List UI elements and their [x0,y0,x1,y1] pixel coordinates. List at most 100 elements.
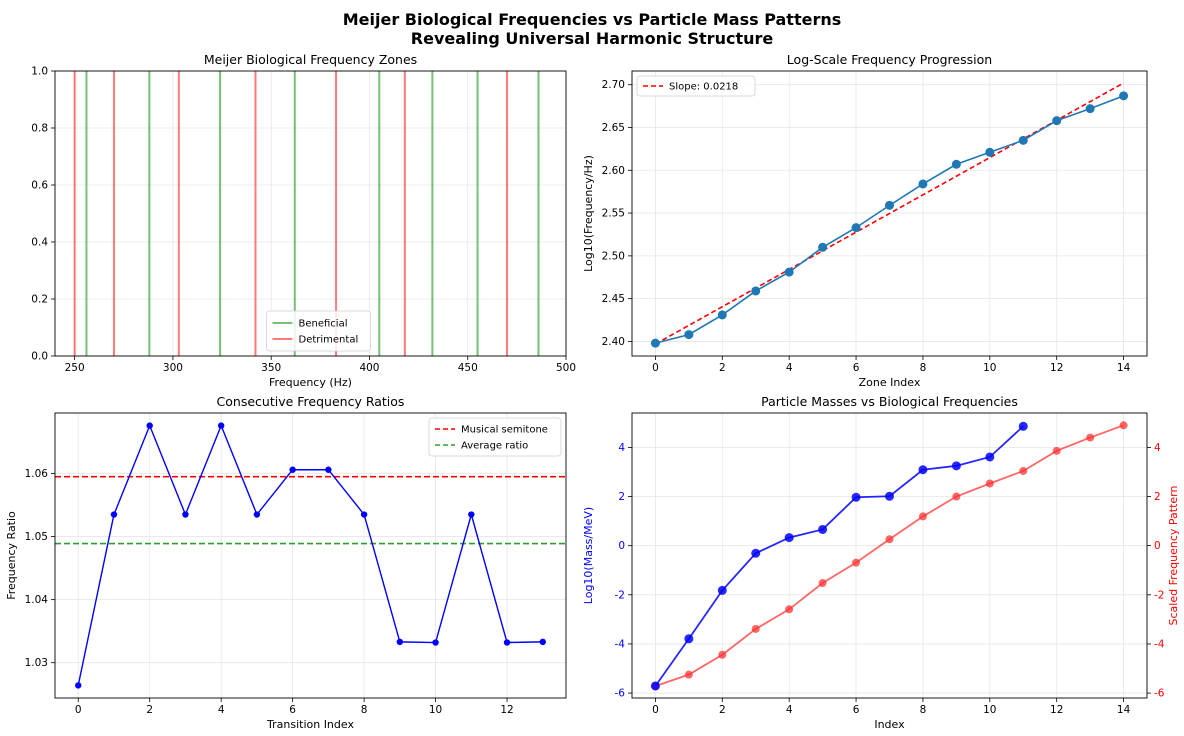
data-point [650,338,660,348]
data-point [851,223,861,233]
data-point-right [985,479,994,488]
data-point-right [952,492,961,501]
x-tick-label: 10 [983,704,996,716]
subplot-2: Log-Scale Frequency Progression 0 2 4 6 8 10 12… [582,52,1148,389]
figure-title-line-2: Revealing Universal Harmonic Structure [410,29,774,48]
y-right-tick-label: -2 [1154,589,1164,601]
data-point-right [1019,466,1028,475]
data-point-left [851,492,861,502]
data-point [468,511,475,518]
data-point-left [951,461,961,471]
y-tick-label: -2 [615,589,625,601]
y-tick-label: 0 [618,540,625,552]
data-point [217,422,225,429]
data-point [360,511,368,518]
y-tick-label: 1.03 [25,657,48,669]
data-point-left [1018,421,1028,431]
series-line-left [654,425,1024,687]
axes-frame [54,412,567,699]
legend-label: Average ratio [461,441,528,452]
legend: Slope: 0.0218 [636,75,756,97]
data-point [396,638,404,646]
data-point [110,511,118,518]
data-point-right [684,670,693,679]
series-line-right [655,424,1124,687]
x-axis-label: Frequency (Hz) [269,376,352,389]
y-right-axis-label: Scaled Frequency Pattern [1167,485,1180,625]
legend-box [636,75,756,97]
y-axis-label: Log10(Mass/MeV) [582,507,595,604]
y-tick-label: 4 [618,442,625,454]
y-tick-label: 0.0 [31,351,48,363]
x-tick-label: 4 [218,704,225,716]
y-tick-label: -6 [615,688,626,700]
data-point [325,466,332,473]
y-axis-label: Log10(Frequency/Hz) [582,155,595,272]
x-tick-label: 10 [429,704,442,716]
data-point-right [751,624,760,633]
data-point-right [1119,421,1128,430]
data-point [75,682,82,689]
x-axis-label: Index [874,718,905,731]
data-point [1085,104,1095,114]
y-tick-label: 2 [618,491,625,503]
legend-label: Slope: 0.0218 [669,82,738,93]
x-tick-label: 12 [1050,362,1063,374]
y-axis-label: Frequency Ratio [5,511,18,600]
y-tick-label: 2.45 [602,293,625,305]
y-tick-label: 1.05 [25,531,48,543]
data-point-right [1086,433,1095,442]
x-tick-label: 0 [652,362,659,374]
y-tick-label: 0.8 [31,123,48,135]
data-point [253,511,261,518]
data-point [146,422,153,429]
data-point [1052,116,1062,126]
x-tick-label: 8 [920,704,927,716]
y-tick-label: 1.06 [25,468,49,480]
y-tick-label: 2.60 [602,165,625,177]
x-tick-label: 12 [1050,704,1063,716]
subplot-title: Consecutive Frequency Ratios [217,394,405,409]
y-right-tick-label: 4 [1154,442,1161,454]
data-point [289,466,296,473]
x-tick-label: 400 [359,362,379,374]
axes-frame [631,412,1148,699]
y-tick-label: 0.4 [31,237,48,249]
data-point-right [785,605,794,614]
y-right-tick-label: 0 [1154,540,1161,552]
legend: Musical semitone Average ratio [428,417,562,457]
x-tick-label: 300 [163,362,183,374]
x-tick-label: 4 [786,362,793,374]
data-point-left [818,524,828,534]
subplot-title: Particle Masses vs Biological Frequencie… [761,394,1018,409]
y-tick-label: 2.55 [602,208,625,220]
data-point [432,639,439,646]
data-point [503,639,511,646]
data-point [918,179,928,189]
data-point-right [852,558,861,567]
x-tick-label: 500 [556,362,576,374]
axes-frame [631,70,1148,357]
x-tick-label: 2 [719,704,726,716]
data-point-left [717,585,727,595]
data-point-left [751,548,761,558]
subplot-title: Log-Scale Frequency Progression [787,52,992,67]
data-point-right [885,535,894,544]
y-tick-label: 2.65 [602,122,625,134]
x-tick-label: 14 [1117,362,1131,374]
x-tick-label: 450 [458,362,478,374]
x-tick-label: 0 [652,704,659,716]
data-point [717,310,727,320]
y-tick-label: 2.50 [602,250,625,262]
data-point [951,159,961,169]
subplot-title: Meijer Biological Frequency Zones [204,52,417,67]
x-tick-label: 6 [853,362,860,374]
data-point [182,511,189,518]
data-point-right [918,512,927,521]
data-point-left [650,681,660,691]
y-tick-label: -4 [615,638,626,650]
x-tick-label: 10 [983,362,996,374]
axes-frame [54,70,567,357]
